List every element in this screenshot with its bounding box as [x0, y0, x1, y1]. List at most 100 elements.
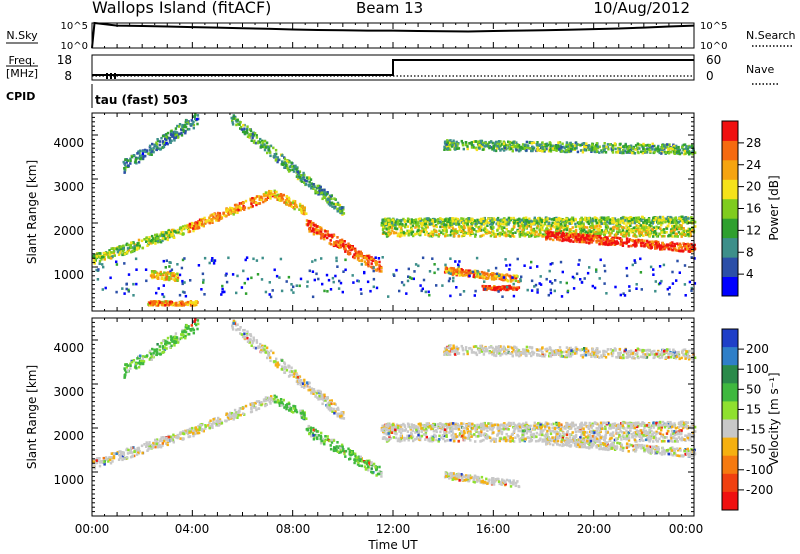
power-cell: [323, 237, 326, 241]
power-cell: [496, 274, 499, 277]
power-cell: [170, 139, 173, 143]
power-cell: [184, 131, 187, 135]
power-cell: [197, 225, 200, 228]
power-cell: [186, 224, 190, 228]
power-cell: [685, 245, 688, 248]
power-cell: [536, 141, 539, 144]
power-cell: [255, 259, 259, 262]
power-cell: [639, 150, 643, 154]
power-cell: [119, 251, 122, 255]
power-cell: [276, 160, 279, 164]
power-cell: [448, 139, 451, 143]
power-cell: [586, 226, 589, 229]
power-cell: [521, 233, 524, 237]
power-cell: [539, 218, 542, 222]
power-cell: [508, 219, 511, 222]
power-cell: [317, 193, 320, 196]
power-cell: [366, 280, 370, 284]
power-cell: [471, 270, 475, 274]
power-cell: [603, 142, 606, 145]
power-cell: [190, 119, 193, 122]
power-cell: [683, 216, 686, 220]
power-cell: [148, 239, 151, 243]
power-cell: [293, 202, 297, 205]
power-cell: [291, 168, 294, 171]
power-cell: [595, 217, 598, 220]
power-cell: [474, 289, 477, 293]
power-cell: [283, 157, 287, 161]
power-cell: [500, 222, 503, 226]
power-cell: [396, 223, 399, 226]
power-cell: [430, 222, 433, 226]
power-cell: [605, 224, 608, 227]
power-cell: [655, 241, 658, 245]
power-cell: [338, 246, 341, 249]
power-cell: [458, 274, 461, 277]
power-cell: [504, 258, 507, 261]
power-cell: [565, 227, 569, 230]
power-cell: [661, 144, 664, 148]
power-cell: [686, 247, 689, 251]
power-cell: [463, 233, 466, 237]
power-cell: [544, 233, 547, 236]
power-cell: [596, 228, 599, 231]
power-cell: [639, 239, 642, 242]
power-cell: [617, 146, 620, 150]
power-cell: [344, 248, 347, 251]
power-cell: [611, 239, 614, 242]
power-cell: [598, 151, 601, 154]
power-cell: [454, 218, 458, 222]
power-cell: [360, 259, 364, 263]
power-cell: [313, 224, 317, 227]
power-cell: [514, 286, 517, 290]
power-cell: [495, 272, 499, 276]
freq-tick-18: 18: [57, 53, 72, 67]
power-cell: [588, 232, 591, 236]
power-cell: [389, 218, 392, 222]
power-cell: [281, 196, 284, 199]
power-cell: [688, 229, 691, 232]
power-cell: [127, 248, 131, 252]
power-cell: [586, 238, 589, 241]
power-cell: [336, 207, 339, 211]
power-cell: [671, 270, 674, 274]
power-cell: [681, 219, 684, 223]
power-cell: [244, 199, 248, 203]
power-cell: [103, 251, 107, 255]
power-cell: [517, 230, 520, 233]
freq-glitch-2: [110, 73, 112, 79]
power-cell: [341, 290, 344, 294]
power-cell: [276, 198, 279, 201]
power-cell: [388, 226, 392, 229]
power-cell: [644, 144, 648, 147]
power-cell: [563, 228, 566, 231]
power-cell: [377, 257, 381, 260]
power-cell: [265, 198, 268, 201]
power-cell: [173, 139, 176, 142]
power-cell: [495, 146, 499, 150]
power-cell: [330, 197, 333, 201]
power-cell: [232, 114, 236, 118]
power-cell: [467, 271, 470, 275]
power-cell: [476, 218, 479, 222]
power-cell: [642, 224, 645, 227]
power-cell: [261, 139, 264, 143]
power-cell: [240, 125, 243, 129]
power-cell: [395, 231, 398, 235]
power-cell: [482, 141, 485, 145]
power-cell: [256, 273, 260, 276]
power-cell: [217, 218, 221, 222]
power-cell: [507, 223, 510, 226]
power-cell: [188, 222, 192, 226]
power-cell: [599, 236, 602, 240]
power-cell: [113, 254, 116, 257]
power-cell: [163, 234, 166, 238]
power-cell: [424, 228, 427, 232]
nsky-label: N.Sky: [6, 29, 38, 42]
power-cell: [570, 221, 574, 225]
power-cell: [121, 253, 124, 257]
power-cell: [635, 220, 639, 224]
power-cell: [591, 238, 594, 241]
power-cell: [278, 195, 281, 198]
power-cell: [344, 268, 347, 272]
